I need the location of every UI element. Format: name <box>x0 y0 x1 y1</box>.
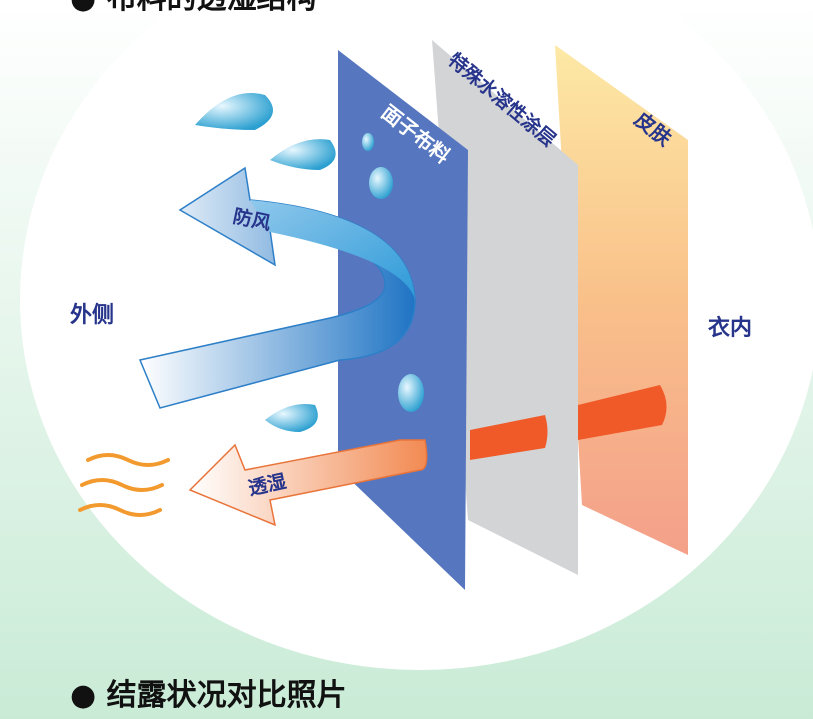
footer-title: ● 结露状况对比照片 <box>70 678 347 713</box>
vapor-lines <box>78 453 170 517</box>
moisture-flow <box>578 385 667 440</box>
side-label: 衣内 <box>708 315 752 341</box>
moisture-arrow <box>188 439 428 527</box>
header-title: ● 布料的透湿结构 <box>70 0 317 16</box>
water-drops <box>195 93 424 432</box>
windproof-arrow-head <box>250 200 415 300</box>
side-label: 外侧 <box>70 302 114 328</box>
moisture-flow <box>470 415 548 460</box>
